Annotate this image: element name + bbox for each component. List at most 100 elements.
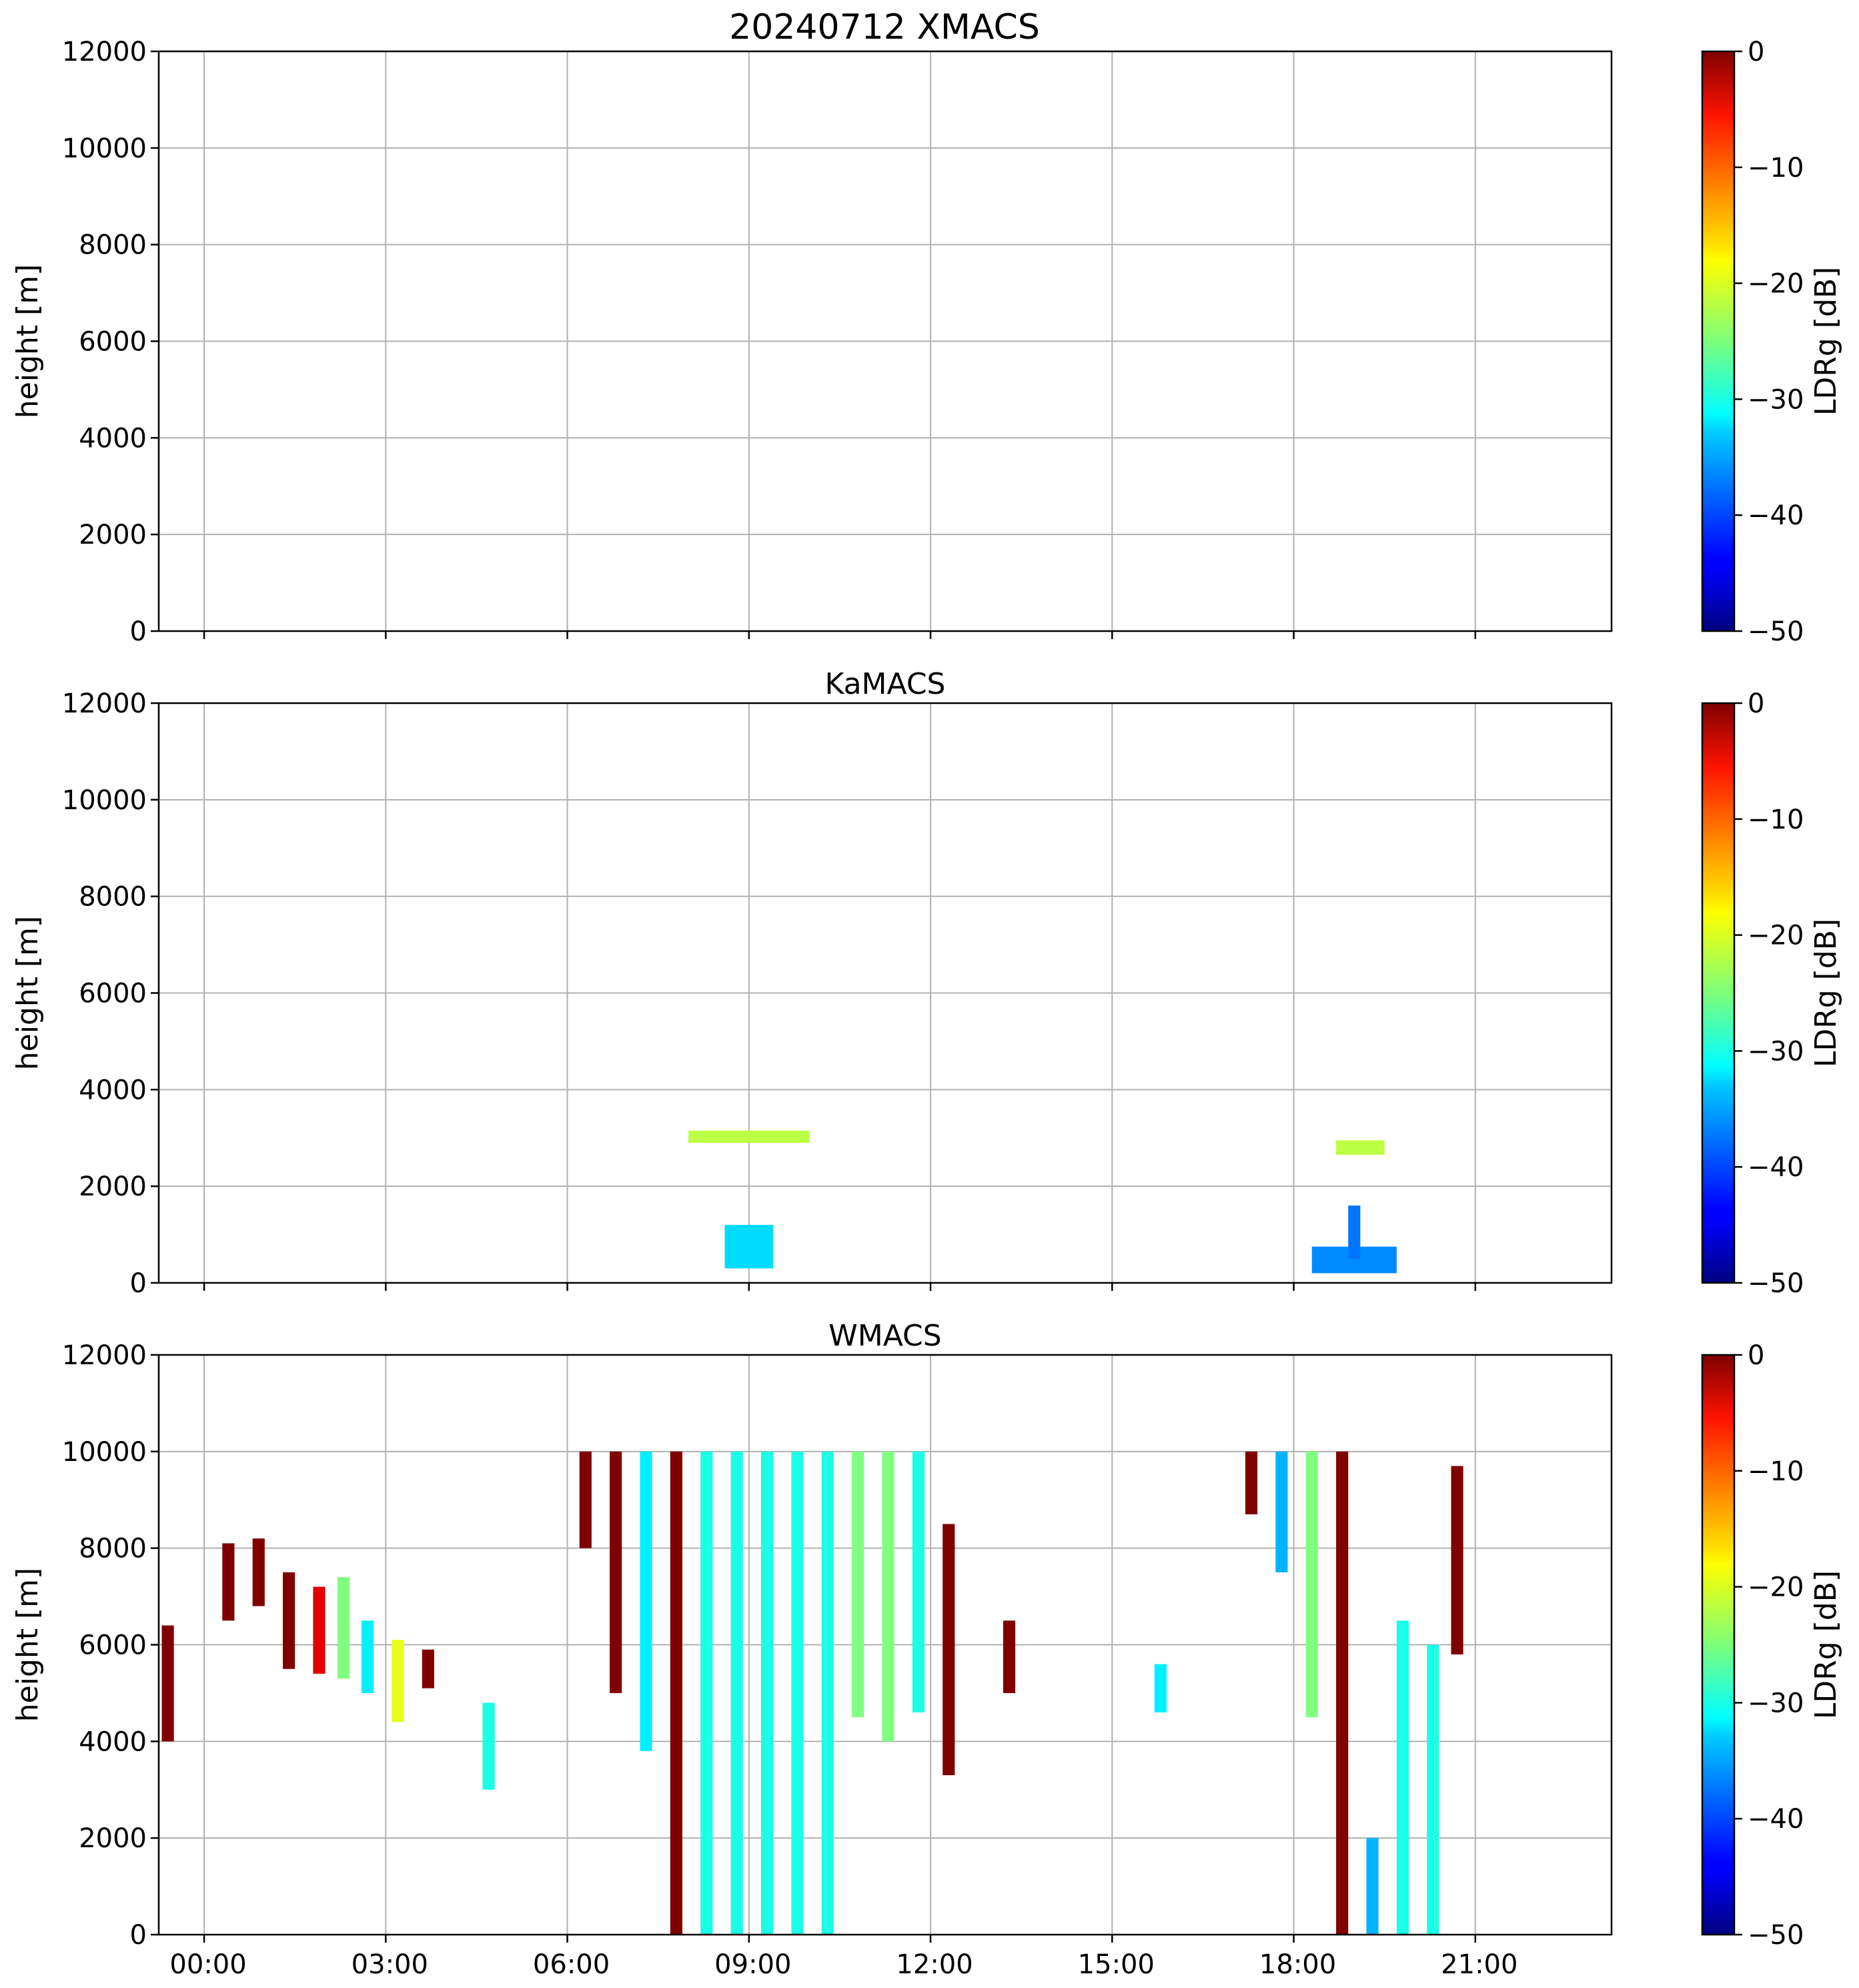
colorbar-tick-label: −50	[1748, 616, 1804, 647]
colorbar-label: LDRg [dB]	[1809, 267, 1843, 416]
echo-regions	[161, 1451, 1463, 1935]
colorbar-tick-label: −20	[1748, 1572, 1804, 1603]
colorbar-tick-label: −20	[1748, 921, 1804, 951]
panel-1: 0 2000 4000 6000 8000 10000 12000 height [m] 0 −1…	[11, 37, 1843, 647]
colorbar: 0 −10 −20 −30 −40 −50 LDRg [dB]	[1701, 37, 1843, 647]
y-axis-label: height [m]	[11, 1568, 45, 1722]
y-tick-label: 0	[130, 1920, 147, 1951]
colorbar-tick-label: −40	[1748, 1804, 1804, 1835]
echo-region	[1348, 1205, 1361, 1259]
echo-region	[724, 1225, 774, 1269]
y-tick-label: 12000	[62, 688, 147, 719]
echo-region	[252, 1538, 265, 1606]
colorbar-tick-label: 0	[1748, 1340, 1764, 1371]
y-tick-label: 4000	[79, 423, 147, 454]
x-tick-label: 09:00	[714, 1949, 791, 1980]
y-tick-label: 0	[130, 1268, 147, 1299]
echo-region	[730, 1451, 743, 1935]
y-tick-label: 6000	[79, 1630, 147, 1661]
echo-region	[1427, 1644, 1439, 1935]
colorbar-tick-label: 0	[1748, 37, 1764, 67]
echo-region	[283, 1572, 295, 1669]
y-tick-label: 10000	[62, 133, 147, 164]
echo-region	[222, 1543, 235, 1621]
y-tick-label: 4000	[79, 1726, 147, 1757]
echo-region	[688, 1130, 810, 1143]
colorbar-tick-label: −10	[1748, 1456, 1804, 1487]
y-tick-label: 8000	[79, 230, 147, 261]
y-tick-label: 2000	[79, 1823, 147, 1854]
x-tick-label: 15:00	[1078, 1949, 1155, 1980]
x-tick-label: 12:00	[896, 1949, 973, 1980]
colorbar: 0 −10 −20 −30 −40 −50 LDRg [dB]	[1701, 1340, 1843, 1951]
echo-region	[1003, 1620, 1016, 1693]
echo-region	[1396, 1620, 1409, 1935]
gridlines	[159, 702, 1612, 1284]
echo-region	[362, 1620, 374, 1693]
x-tick-label: 18:00	[1259, 1949, 1336, 1980]
echo-region	[1245, 1451, 1258, 1514]
colorbar-label: LDRg [dB]	[1809, 919, 1843, 1067]
echo-region	[579, 1451, 592, 1548]
y-tick-label: 4000	[79, 1075, 147, 1105]
y-tick-label: 8000	[79, 882, 147, 913]
echo-region	[161, 1625, 174, 1742]
echo-region	[337, 1577, 350, 1679]
colorbar-gradient	[1701, 702, 1736, 1284]
echo-region	[1451, 1466, 1463, 1654]
colorbar: 0 −10 −20 −30 −40 −50 LDRg [dB]	[1701, 688, 1843, 1299]
panel-2: KaMACS 0 2000 4000 6000 8000 10000 12000 height …	[11, 667, 1843, 1299]
x-tick-label: 06:00	[533, 1949, 610, 1980]
echo-region	[640, 1451, 652, 1751]
echo-region	[1305, 1451, 1318, 1718]
colorbar-tick-label: −30	[1748, 1688, 1804, 1718]
echo-region	[482, 1702, 495, 1790]
echo-region	[760, 1451, 774, 1935]
echo-region	[882, 1451, 894, 1742]
y-axis-label: height [m]	[11, 264, 45, 418]
echo-region	[1336, 1140, 1385, 1155]
x-tick-label: 03:00	[352, 1949, 428, 1980]
echo-region	[821, 1451, 834, 1935]
x-tick-label: 21:00	[1441, 1949, 1517, 1980]
panel-title: WMACS	[828, 1319, 941, 1353]
echo-region	[912, 1451, 924, 1712]
echo-regions	[688, 1130, 1397, 1274]
echo-region	[1275, 1451, 1288, 1572]
echo-region	[1154, 1664, 1167, 1712]
colorbar-tick-label: −40	[1748, 1152, 1804, 1183]
colorbar-tick-label: 0	[1748, 688, 1764, 719]
y-tick-label: 6000	[79, 327, 147, 358]
y-tick-label: 8000	[79, 1534, 147, 1564]
y-axis-label: height [m]	[11, 916, 45, 1070]
y-tick-label: 10000	[62, 1437, 147, 1468]
echo-region	[422, 1649, 434, 1688]
echo-region	[1336, 1451, 1349, 1935]
colorbar-tick-label: −10	[1748, 805, 1804, 835]
x-tick-label: 00:00	[169, 1949, 246, 1980]
echo-region	[852, 1451, 864, 1718]
y-tick-label: 0	[130, 616, 147, 647]
echo-region	[791, 1451, 804, 1935]
y-tick-label: 2000	[79, 1171, 147, 1202]
echo-region	[610, 1451, 622, 1693]
colorbar-tick-label: −50	[1748, 1268, 1804, 1299]
colorbar-tick-label: −30	[1748, 384, 1804, 415]
echo-region	[392, 1640, 404, 1722]
echo-region	[943, 1524, 955, 1776]
colorbar-gradient	[1701, 1354, 1736, 1936]
colorbar-tick-label: −20	[1748, 269, 1804, 300]
colorbar-label: LDRg [dB]	[1809, 1570, 1843, 1719]
panel-title: KaMACS	[825, 667, 946, 701]
echo-region	[670, 1451, 682, 1935]
gridlines	[159, 51, 1612, 632]
colorbar-tick-label: −50	[1748, 1920, 1804, 1951]
colorbar-tick-label: −10	[1748, 153, 1804, 183]
y-tick-label: 6000	[79, 979, 147, 1009]
echo-region	[1366, 1838, 1379, 1935]
y-tick-label: 2000	[79, 520, 147, 550]
echo-region	[313, 1586, 326, 1674]
panel-3: WMACS 0 2000 4000 6000 8000 10000 12000 00:00 03:…	[11, 1319, 1843, 1980]
y-tick-label: 12000	[62, 37, 147, 67]
